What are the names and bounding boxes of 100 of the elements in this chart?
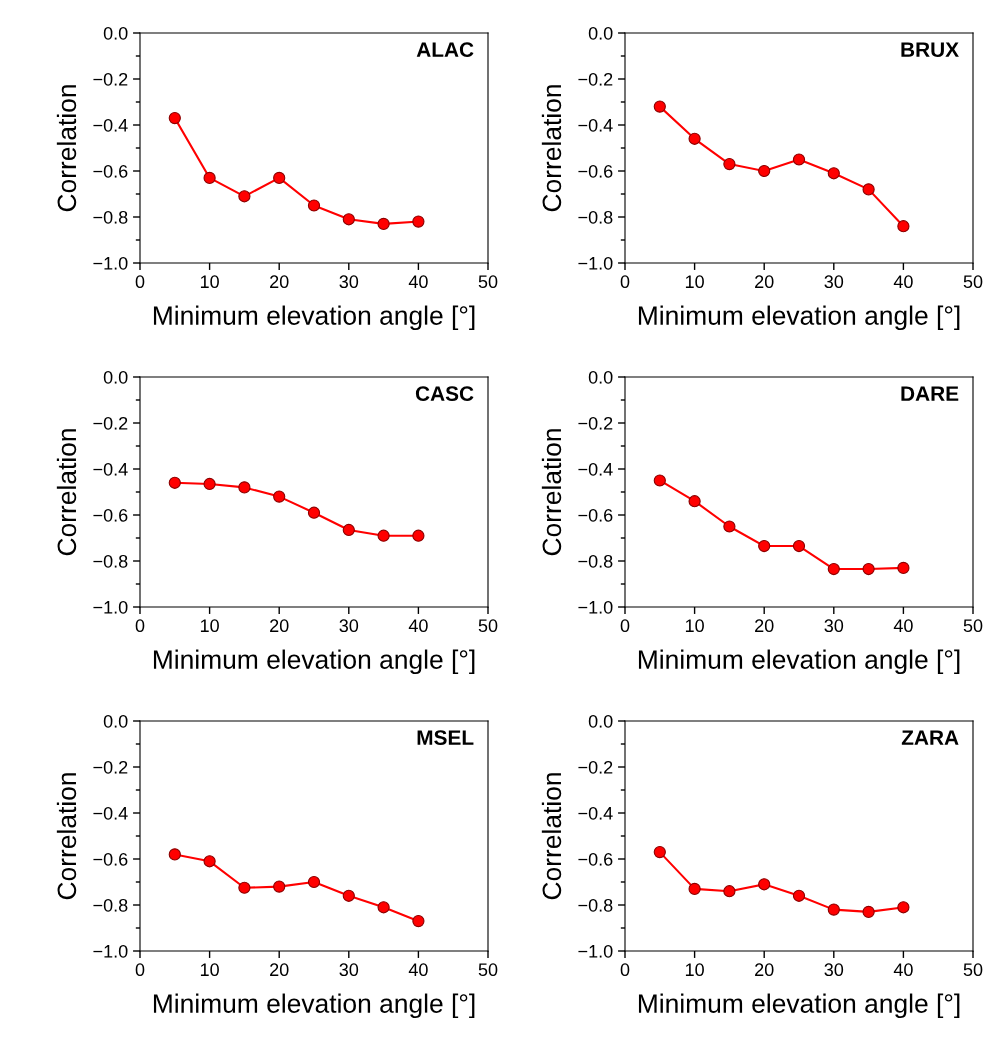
x-tick-label: 20 bbox=[270, 963, 289, 977]
y-tick-label: −1.0 bbox=[93, 600, 128, 614]
x-axis-title: Minimum elevation angle [°] bbox=[153, 649, 475, 675]
x-axis-title: Minimum elevation angle [°] bbox=[638, 993, 960, 1019]
y-tick-label: −0.4 bbox=[93, 806, 128, 820]
y-tick-label: −1.0 bbox=[578, 256, 613, 270]
y-tick-label: 0.0 bbox=[103, 26, 128, 40]
x-tick-label: 50 bbox=[963, 275, 983, 289]
point bbox=[723, 885, 736, 898]
annotation: MSEL bbox=[417, 730, 474, 745]
y-tick-label: −0.4 bbox=[93, 118, 128, 132]
point bbox=[758, 878, 771, 891]
y-tick-label: −0.6 bbox=[93, 508, 128, 522]
x-tick-label: 30 bbox=[339, 275, 359, 289]
annotation: ALAC bbox=[416, 42, 474, 57]
y-tick-label: −0.8 bbox=[578, 210, 613, 224]
y-tick-label: −0.6 bbox=[578, 852, 613, 866]
y-tick-label: −0.2 bbox=[578, 760, 613, 774]
x-tick-label: 0 bbox=[620, 963, 630, 977]
y-axis-title: Correlation bbox=[541, 429, 562, 556]
point bbox=[688, 495, 701, 508]
y-tick-label: −0.2 bbox=[93, 760, 128, 774]
x-tick-label: 30 bbox=[824, 963, 844, 977]
x-tick-label: 10 bbox=[200, 619, 219, 633]
y-tick-label: −0.6 bbox=[578, 164, 613, 178]
x-tick-label: 10 bbox=[200, 963, 219, 977]
x-axis-title: Minimum elevation angle [°] bbox=[153, 993, 475, 1019]
x-tick-label: 30 bbox=[339, 963, 359, 977]
point bbox=[377, 901, 390, 914]
y-axis-title: Correlation bbox=[56, 85, 77, 212]
x-tick-label: 40 bbox=[893, 963, 913, 977]
point bbox=[862, 905, 875, 919]
y-tick-label: −0.8 bbox=[93, 210, 128, 224]
x-tick-label: 50 bbox=[963, 619, 983, 633]
point bbox=[792, 539, 806, 553]
point bbox=[688, 882, 701, 896]
x-tick-label: 20 bbox=[755, 963, 774, 977]
x-tick-label: 50 bbox=[478, 963, 498, 977]
point bbox=[827, 903, 840, 916]
annotation: DARE bbox=[901, 386, 959, 401]
x-tick-label: 0 bbox=[620, 275, 630, 289]
point bbox=[238, 190, 251, 203]
x-tick-label: 50 bbox=[478, 275, 498, 289]
point bbox=[412, 529, 425, 542]
point bbox=[203, 171, 216, 185]
point bbox=[342, 523, 355, 537]
x-tick-label: 20 bbox=[755, 275, 774, 289]
point bbox=[377, 217, 390, 231]
point bbox=[792, 153, 806, 166]
point bbox=[897, 561, 910, 575]
y-axis-title: Correlation bbox=[56, 429, 77, 556]
y-tick-label: −1.0 bbox=[93, 256, 128, 270]
y-tick-label: −0.8 bbox=[578, 554, 613, 568]
point bbox=[412, 914, 425, 928]
point bbox=[342, 889, 355, 902]
y-tick-label: −0.2 bbox=[578, 72, 613, 86]
x-tick-label: 20 bbox=[755, 619, 774, 633]
point bbox=[168, 848, 181, 861]
y-tick-label: −0.8 bbox=[93, 554, 128, 568]
point bbox=[342, 213, 355, 226]
y-tick-label: −1.0 bbox=[578, 600, 613, 614]
point bbox=[238, 881, 251, 894]
y-tick-label: −1.0 bbox=[578, 944, 613, 958]
y-axis-title: Correlation bbox=[541, 773, 562, 900]
point bbox=[758, 164, 771, 178]
x-tick-label: 0 bbox=[620, 619, 630, 633]
x-tick-label: 10 bbox=[685, 619, 704, 633]
point bbox=[792, 889, 806, 902]
y-tick-label: −0.6 bbox=[93, 852, 128, 866]
y-tick-label: −0.6 bbox=[578, 508, 613, 522]
y-tick-label: −0.6 bbox=[93, 164, 128, 178]
y-tick-label: −0.4 bbox=[93, 462, 128, 476]
y-axis-title: Correlation bbox=[541, 85, 562, 212]
x-tick-label: 10 bbox=[685, 963, 704, 977]
annotation: CASC bbox=[415, 386, 474, 401]
y-tick-label: 0.0 bbox=[103, 370, 128, 384]
y-tick-label: −0.8 bbox=[93, 898, 128, 912]
point bbox=[203, 477, 216, 491]
x-tick-label: 40 bbox=[408, 619, 428, 633]
x-axis-title: Minimum elevation angle [°] bbox=[638, 305, 960, 331]
point bbox=[238, 481, 251, 494]
point bbox=[723, 520, 736, 533]
point bbox=[827, 167, 840, 180]
point bbox=[168, 111, 181, 125]
x-tick-label: 40 bbox=[893, 275, 913, 289]
x-tick-label: 0 bbox=[135, 275, 145, 289]
annotation: ZARA bbox=[901, 730, 959, 745]
y-tick-label: −0.2 bbox=[93, 416, 128, 430]
point bbox=[827, 562, 840, 576]
x-tick-label: 30 bbox=[339, 619, 359, 633]
point bbox=[203, 855, 216, 868]
point bbox=[273, 171, 286, 185]
point bbox=[307, 875, 321, 889]
x-axis-title: Minimum elevation angle [°] bbox=[638, 649, 960, 675]
y-tick-label: −0.2 bbox=[93, 72, 128, 86]
point bbox=[307, 506, 321, 519]
point bbox=[377, 529, 390, 542]
x-tick-label: 0 bbox=[135, 619, 145, 633]
point bbox=[688, 132, 701, 145]
x-tick-label: 10 bbox=[200, 275, 219, 289]
